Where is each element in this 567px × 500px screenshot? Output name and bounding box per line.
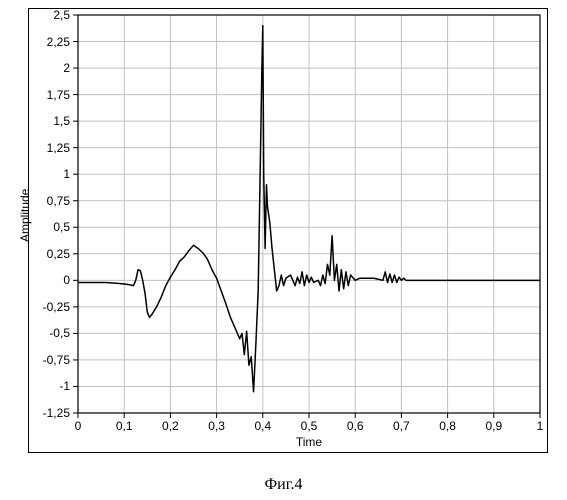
y-tick-label: -1 xyxy=(40,379,70,393)
y-tick-label: 0,75 xyxy=(40,194,70,208)
y-axis-label: Amplitude xyxy=(18,189,32,242)
x-axis-label: Time xyxy=(78,435,540,449)
y-tick-label: 0,25 xyxy=(40,247,70,261)
y-tick-label: -1,25 xyxy=(40,406,70,420)
x-tick-label: 1 xyxy=(537,419,544,433)
plot-svg xyxy=(0,0,567,500)
figure-container: Amplitude Time Фиг.4 0 0,1 0,2 0,3 0,4 0,5 0,6… xyxy=(0,0,567,500)
y-tick-label: 0,5 xyxy=(40,220,70,234)
figure-caption: Фиг.4 xyxy=(0,476,567,494)
x-tick-label: 0,4 xyxy=(254,419,271,433)
y-tick-label: 0 xyxy=(40,273,70,287)
y-tick-label: 1,25 xyxy=(40,141,70,155)
y-tick-label: -0,25 xyxy=(40,300,70,314)
x-tick-label: 0,6 xyxy=(347,419,364,433)
x-tick-label: 0,3 xyxy=(208,419,225,433)
x-tick-label: 0,2 xyxy=(162,419,179,433)
x-tick-label: 0,5 xyxy=(301,419,318,433)
y-tick-label: 1 xyxy=(40,167,70,181)
x-tick-label: 0,9 xyxy=(485,419,502,433)
y-tick-label: 1,5 xyxy=(40,114,70,128)
y-tick-label: -0,5 xyxy=(40,326,70,340)
x-tick-label: 0,1 xyxy=(116,419,133,433)
y-tick-label: 2 xyxy=(40,61,70,75)
y-tick-label: 2,5 xyxy=(40,8,70,22)
x-tick-label: 0 xyxy=(75,419,82,433)
x-tick-label: 0,8 xyxy=(439,419,456,433)
y-tick-label: -0,75 xyxy=(40,353,70,367)
y-tick-label: 2,25 xyxy=(40,35,70,49)
y-tick-label: 1,75 xyxy=(40,88,70,102)
x-tick-label: 0,7 xyxy=(393,419,410,433)
